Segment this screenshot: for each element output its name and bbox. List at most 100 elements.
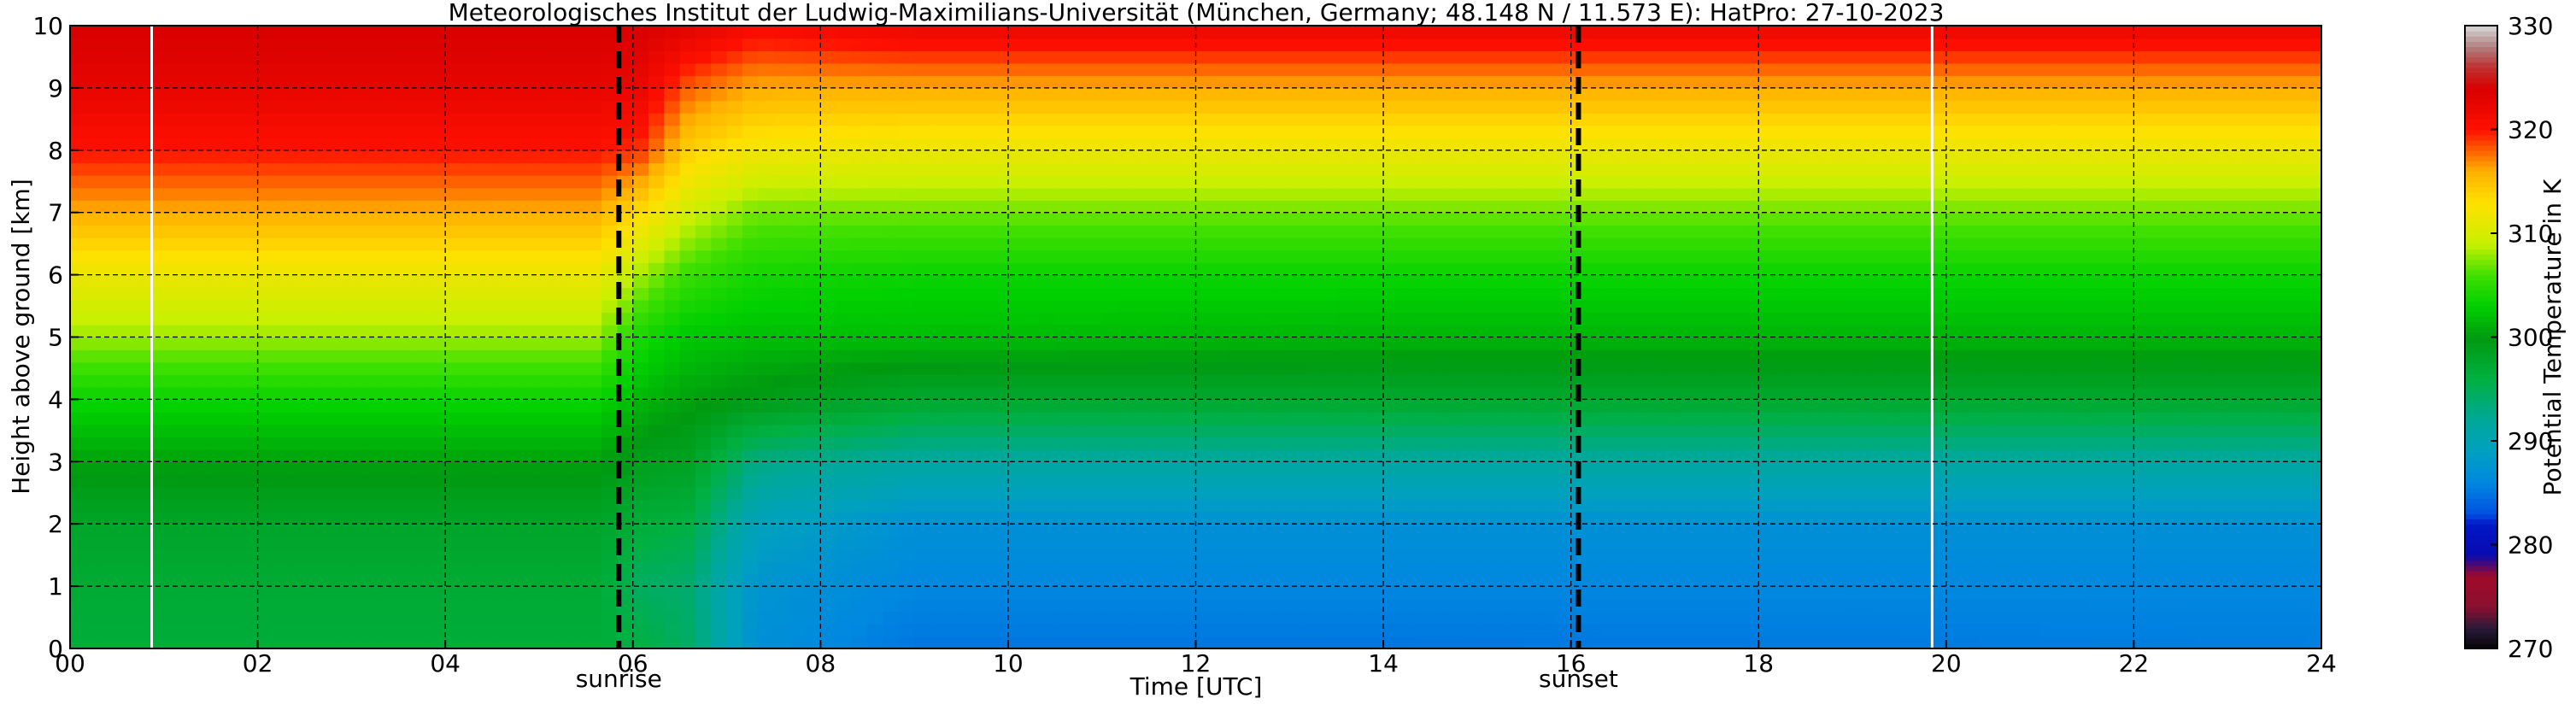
heatmap-cell (1071, 437, 1088, 450)
heatmap-cell (1289, 399, 1306, 413)
heatmap-cell (1054, 62, 1071, 77)
heatmap-cell (1086, 249, 1103, 263)
heatmap-cell (320, 461, 337, 475)
heatmap-cell (70, 38, 87, 51)
heatmap-cell (179, 337, 197, 350)
heatmap-cell (1273, 499, 1291, 513)
heatmap-cell (289, 361, 306, 376)
heatmap-cell (1383, 324, 1400, 338)
heatmap-cell (1164, 573, 1181, 587)
heatmap-cell (1289, 611, 1306, 625)
heatmap-cell (570, 50, 587, 64)
heatmap-cell (1586, 399, 1604, 413)
heatmap-cell (476, 623, 493, 637)
heatmap-cell (1476, 573, 1493, 587)
heatmap-cell (85, 449, 103, 463)
heatmap-cell (414, 324, 431, 338)
heatmap-cell (1118, 287, 1135, 301)
heatmap-cell (758, 138, 775, 151)
heatmap-cell (414, 262, 431, 276)
heatmap-cell (711, 200, 728, 214)
heatmap-cell (1227, 187, 1244, 201)
heatmap-cell (1118, 449, 1135, 463)
heatmap-cell (429, 499, 446, 513)
heatmap-cell (1446, 374, 1463, 388)
heatmap-cell (1024, 138, 1041, 151)
heatmap-cell (351, 549, 368, 562)
heatmap-cell (711, 636, 728, 648)
heatmap-cell (1336, 187, 1353, 201)
heatmap-cell (195, 299, 212, 314)
heatmap-cell (1476, 212, 1493, 226)
heatmap-cell (1446, 411, 1463, 425)
heatmap-cell (273, 113, 290, 126)
heatmap-cell (1071, 26, 1088, 39)
heatmap-cell (789, 560, 806, 575)
heatmap-cell (398, 623, 415, 637)
heatmap-cell (210, 249, 227, 263)
heatmap-cell (1007, 549, 1025, 562)
heatmap-cell (116, 125, 133, 139)
heatmap-cell (226, 249, 244, 263)
heatmap-cell (132, 50, 150, 64)
heatmap-cell (1446, 50, 1463, 64)
heatmap-cell (1555, 237, 1572, 251)
heatmap-cell (1133, 162, 1150, 176)
heatmap-cell (711, 87, 728, 102)
heatmap-cell (1195, 26, 1212, 39)
heatmap-cell (789, 150, 806, 164)
heatmap-cell (742, 100, 759, 114)
heatmap-cell (210, 549, 227, 562)
heatmap-cell (1258, 26, 1275, 39)
heatmap-cell (1133, 237, 1150, 251)
heatmap-cell (1523, 62, 1540, 77)
heatmap-cell (476, 361, 493, 376)
heatmap-cell (1086, 424, 1103, 437)
heatmap-cell (742, 399, 759, 413)
heatmap-cell (945, 200, 962, 214)
heatmap-cell (1602, 138, 1619, 151)
heatmap-cell (992, 237, 1009, 251)
heatmap-cell (851, 361, 869, 376)
heatmap-cell (367, 636, 384, 648)
heatmap-cell (1586, 486, 1604, 500)
heatmap-cell (679, 449, 696, 463)
heatmap-cell (195, 524, 212, 537)
heatmap-cell (883, 449, 900, 463)
heatmap-cell (726, 100, 743, 114)
heatmap-cell (898, 125, 915, 139)
heatmap-cell (1586, 38, 1604, 51)
heatmap-cell (320, 636, 337, 648)
heatmap-cell (914, 225, 931, 238)
heatmap-cell (1211, 449, 1228, 463)
heatmap-cell (1508, 611, 1525, 625)
heatmap-cell (210, 162, 227, 176)
heatmap-cell (992, 200, 1009, 214)
heatmap-cell (1007, 138, 1025, 151)
heatmap-cell (726, 374, 743, 388)
heatmap-cell (1211, 274, 1228, 288)
heatmap-cell (1211, 162, 1228, 176)
heatmap-cell (367, 100, 384, 114)
heatmap-cell (476, 249, 493, 263)
heatmap-cell (1258, 299, 1275, 314)
heatmap-cell (1211, 150, 1228, 164)
heatmap-cell (1071, 511, 1088, 525)
heatmap-cell (1446, 349, 1463, 363)
heatmap-cell (210, 524, 227, 537)
heatmap-cell (1352, 113, 1369, 126)
heatmap-cell (1305, 38, 1322, 51)
heatmap-cell (163, 411, 180, 425)
heatmap-cell (555, 150, 572, 164)
heatmap-cell (1367, 611, 1384, 625)
heatmap-cell (1446, 486, 1463, 500)
heatmap-cell (961, 486, 978, 500)
heatmap-cell (585, 299, 602, 314)
heatmap-cell (1508, 125, 1525, 139)
heatmap-cell (461, 524, 478, 537)
heatmap-cell (179, 75, 197, 89)
heatmap-cell (1523, 299, 1540, 314)
heatmap-cell (1429, 75, 1447, 89)
heatmap-cell (1039, 287, 1056, 301)
heatmap-cell (85, 138, 103, 151)
